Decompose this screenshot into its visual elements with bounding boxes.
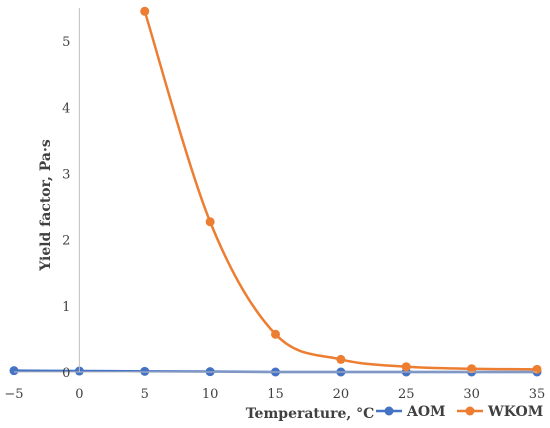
axes: −5 0 5 10 15 20 25 30 35 0 1 2 3 4 5 <box>4 8 545 402</box>
y-tick-label: 3 <box>62 167 70 182</box>
data-point-wkom <box>336 354 346 364</box>
data-point-wkom <box>205 217 215 227</box>
y-axis-title: Yield factor, Pa·s <box>38 139 54 272</box>
data-point-aom <box>9 366 19 376</box>
data-point-wkom <box>401 362 411 372</box>
y-tick-label: 2 <box>62 234 70 249</box>
y-tick-label: 1 <box>62 300 70 315</box>
series-line-wkom <box>143 10 538 371</box>
x-tick-label: 5 <box>141 387 149 402</box>
legend: AOM WKOM <box>376 404 543 420</box>
x-tick-label: 25 <box>398 387 415 402</box>
x-tick-label: 0 <box>75 387 83 402</box>
x-axis-title: Temperature, °C <box>246 406 375 422</box>
x-tick-label: −5 <box>4 387 23 402</box>
y-tick-label: 5 <box>62 35 70 50</box>
data-point-wkom <box>467 364 477 374</box>
legend-label-wkom: WKOM <box>487 404 543 420</box>
x-tick-label: 15 <box>267 387 284 402</box>
x-tick-label: 35 <box>529 387 546 402</box>
y-tick-label: 0 <box>62 366 70 381</box>
legend-marker-aom <box>384 406 394 416</box>
data-point-aom <box>140 366 150 376</box>
data-point-wkom <box>140 6 150 16</box>
data-point-wkom <box>532 364 542 374</box>
legend-label-aom: AOM <box>406 404 446 420</box>
y-tick-label: 4 <box>62 101 70 116</box>
x-tick-label: 10 <box>202 387 219 402</box>
legend-item-aom: AOM <box>376 404 446 420</box>
x-tick-label: 30 <box>463 387 480 402</box>
plot-area <box>9 6 542 377</box>
x-tick-label: 20 <box>333 387 350 402</box>
data-point-wkom <box>271 329 280 339</box>
legend-marker-wkom <box>465 406 475 416</box>
legend-item-wkom: WKOM <box>457 404 543 420</box>
